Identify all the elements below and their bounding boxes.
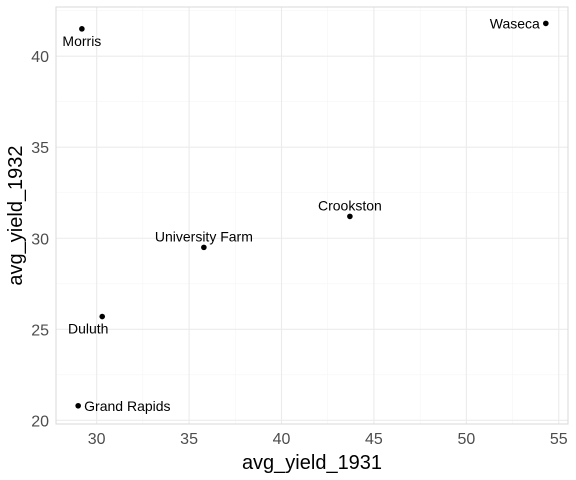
y-tick-label: 20 [31, 413, 49, 430]
y-axis-ticks: 20 25 30 35 40 [31, 49, 49, 430]
data-points [75, 20, 549, 409]
x-tick-label: 40 [273, 431, 291, 448]
y-tick-label: 40 [31, 49, 49, 66]
point-label: Crookston [318, 197, 382, 213]
panel-border [55, 6, 569, 425]
point-label: Waseca [490, 15, 540, 31]
data-point [99, 313, 106, 320]
y-tick-label: 35 [31, 140, 49, 157]
x-tick-label: 35 [180, 431, 198, 448]
point-label: Duluth [68, 321, 108, 337]
x-tick-label: 45 [365, 431, 383, 448]
data-point [79, 26, 85, 32]
x-tick-label: 50 [457, 431, 475, 448]
x-axis-title: avg_yield_1931 [242, 452, 382, 474]
data-point [543, 20, 549, 27]
y-tick-label: 30 [31, 231, 49, 248]
x-axis-ticks: 30 35 40 45 50 55 [88, 431, 568, 448]
point-labels: Morris Waseca Crookston University Farm Dulu… [62, 15, 540, 413]
data-point [201, 244, 207, 251]
point-label: Grand Rapids [84, 398, 170, 414]
data-point [75, 402, 81, 409]
data-point [347, 213, 353, 220]
point-label: University Farm [155, 228, 253, 244]
point-label: Morris [62, 33, 101, 49]
y-tick-label: 25 [31, 322, 49, 339]
grid [56, 7, 568, 424]
y-axis-title: avg_yield_1932 [5, 145, 27, 285]
x-tick-label: 30 [88, 431, 106, 448]
x-tick-label: 55 [550, 431, 568, 448]
